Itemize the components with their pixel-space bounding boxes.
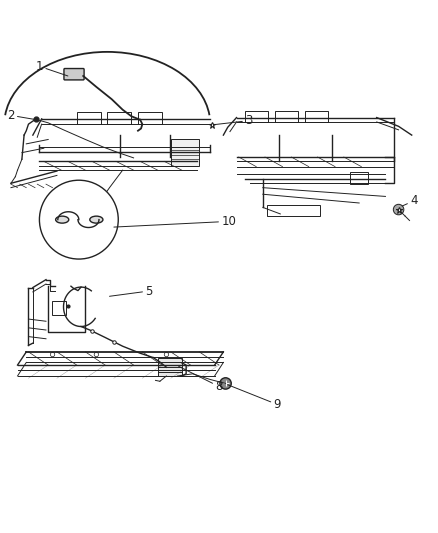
Text: 5: 5 [110, 285, 152, 297]
Bar [275, 110, 298, 122]
Circle shape [50, 352, 55, 357]
Bar [171, 140, 199, 166]
Circle shape [393, 204, 404, 215]
Circle shape [39, 180, 118, 259]
FancyBboxPatch shape [64, 69, 84, 80]
Bar [158, 359, 182, 376]
Ellipse shape [56, 216, 69, 223]
Text: 10: 10 [114, 215, 236, 228]
Circle shape [94, 352, 99, 357]
Bar [350, 172, 368, 184]
Bar [267, 205, 320, 216]
Text: 1: 1 [35, 60, 68, 76]
Text: 2: 2 [7, 109, 34, 122]
Text: 8: 8 [179, 366, 223, 393]
Bar [52, 301, 66, 314]
Ellipse shape [90, 216, 103, 223]
Circle shape [220, 378, 231, 389]
Text: 3: 3 [215, 114, 252, 127]
Text: 9: 9 [228, 385, 281, 411]
Circle shape [164, 352, 169, 357]
Bar [77, 112, 101, 124]
Bar [138, 112, 162, 124]
Text: 4: 4 [402, 195, 418, 207]
Bar [305, 110, 328, 122]
Bar [107, 112, 131, 124]
Bar [245, 110, 268, 122]
